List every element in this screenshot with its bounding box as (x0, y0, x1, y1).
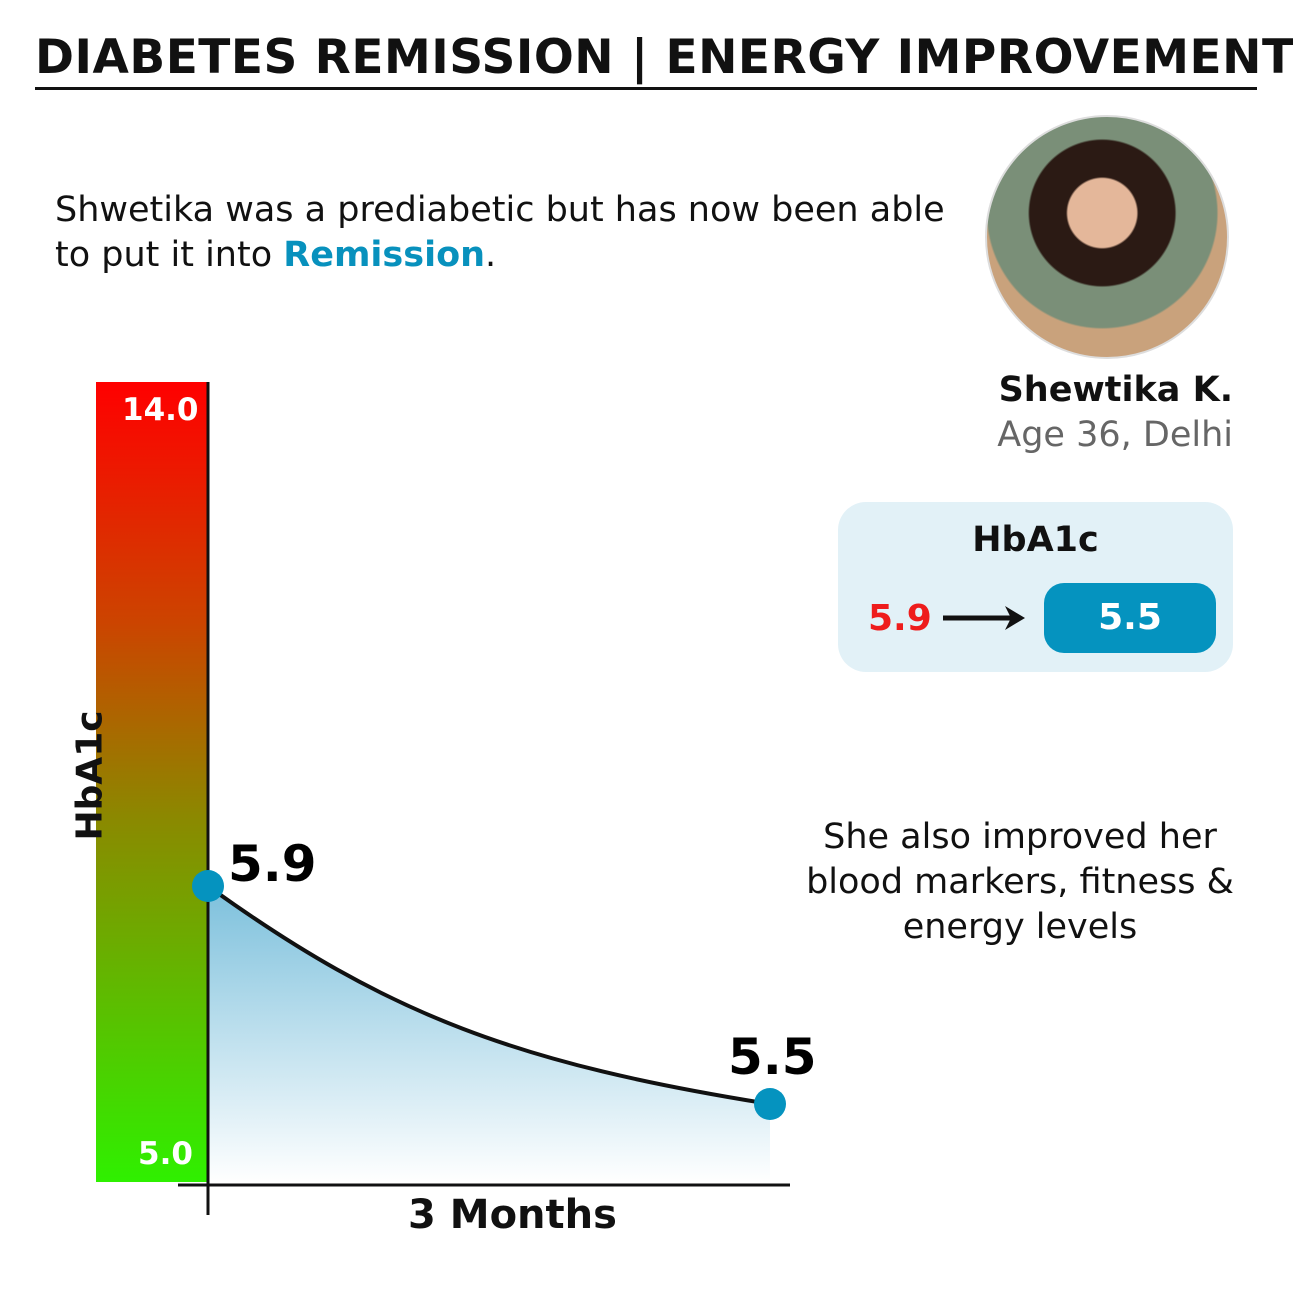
page-title: DIABETES REMISSION | ENERGY IMPROVEMENT (35, 30, 1293, 90)
card-before-value: 5.9 (868, 598, 932, 639)
profile-name: Shewtika K. (998, 370, 1233, 410)
y-tick-bottom: 5.0 (138, 1136, 193, 1172)
hba1c-card: HbA1c 5.9 5.5 (838, 502, 1233, 672)
data-label: 5.9 (228, 835, 317, 893)
improvement-note: She also improved her blood markers, fit… (806, 817, 1234, 947)
data-point (192, 870, 224, 902)
card-after-value: 5.5 (1044, 583, 1216, 653)
intro-text-end: . (485, 235, 497, 275)
remission-highlight: Remission (283, 235, 486, 275)
data-label: 5.5 (728, 1028, 817, 1086)
hba1c-gradient-scale (96, 382, 208, 1182)
profile-photo (985, 115, 1229, 359)
y-tick-top: 14.0 (122, 392, 199, 428)
x-axis-label: 3 Months (408, 1192, 617, 1238)
data-point (754, 1088, 786, 1120)
area-fill (208, 886, 770, 1183)
intro-text-main: Shwetika was a prediabetic but has now b… (55, 190, 945, 275)
arrow-right-icon (943, 606, 1025, 630)
intro-text: Shwetika was a prediabetic but has now b… (55, 188, 955, 278)
card-label: HbA1c (972, 520, 1099, 560)
series-line (206, 884, 771, 1106)
profile-meta: Age 36, Delhi (997, 415, 1233, 455)
